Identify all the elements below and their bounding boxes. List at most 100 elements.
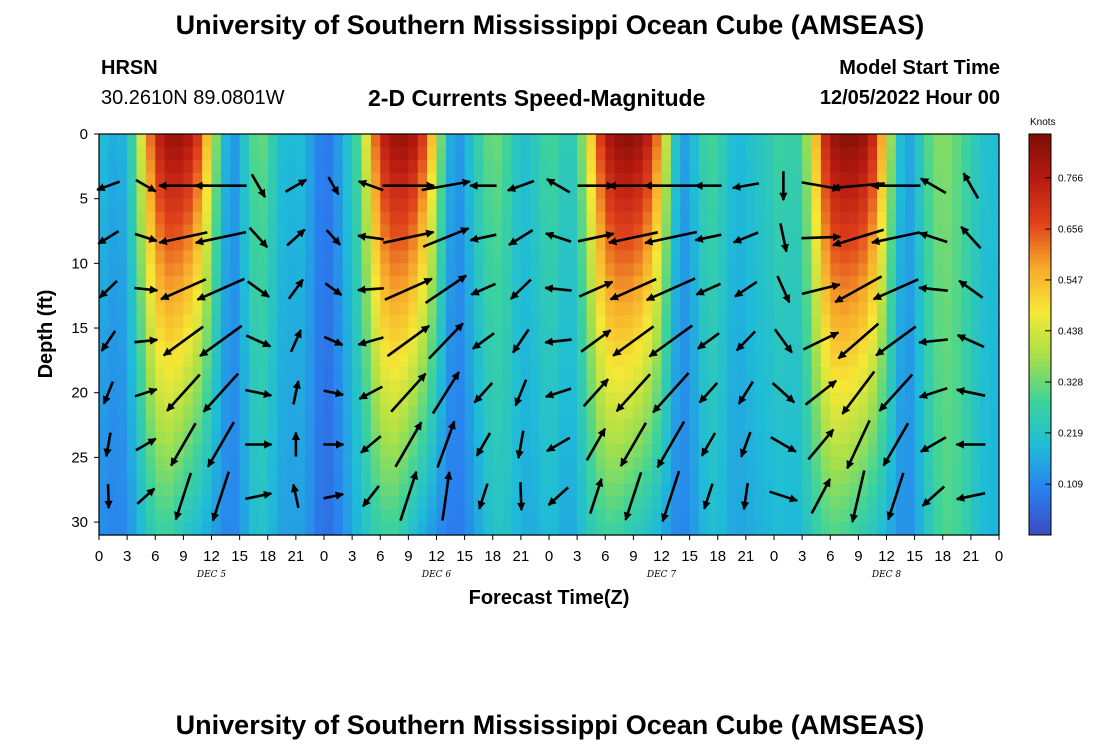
heatmap-cell xyxy=(286,134,297,148)
heatmap-cell xyxy=(745,392,756,407)
heatmap-cell xyxy=(370,289,381,303)
heatmap-cell xyxy=(924,224,934,239)
heatmap-cell xyxy=(839,444,850,458)
heatmap-cell xyxy=(708,289,719,303)
heatmap-cell xyxy=(408,159,419,174)
heatmap-cell xyxy=(361,250,372,264)
heatmap-cell xyxy=(530,198,541,213)
heatmap-cell xyxy=(980,134,991,148)
heatmap-cell xyxy=(267,353,278,368)
heatmap-cell xyxy=(511,366,522,381)
current-arrow xyxy=(290,483,300,509)
heatmap-cell xyxy=(370,444,381,458)
heatmap-cell xyxy=(295,211,306,226)
x-tick-label: 3 xyxy=(348,548,356,565)
heatmap-cell xyxy=(783,315,794,329)
heatmap-cell xyxy=(811,237,822,252)
heatmap-cell xyxy=(830,172,841,187)
heatmap-cell xyxy=(530,289,541,303)
heatmap-cell xyxy=(155,315,166,329)
heatmap-cell xyxy=(905,366,916,381)
heatmap-cell xyxy=(792,470,803,484)
heatmap-cell xyxy=(820,483,831,497)
heatmap-cell xyxy=(333,250,344,264)
heatmap-cell xyxy=(455,457,466,471)
heatmap-cell xyxy=(389,224,400,239)
heatmap-cell xyxy=(633,224,644,239)
heatmap-cell xyxy=(108,483,119,497)
heatmap-cell xyxy=(774,392,784,407)
heatmap-cell xyxy=(867,224,878,239)
heatmap-cell xyxy=(202,340,213,355)
heatmap-cell xyxy=(136,224,147,239)
heatmap-cell xyxy=(614,328,625,342)
heatmap-cell xyxy=(295,159,306,174)
current-arrow xyxy=(841,370,876,415)
heatmap-cell xyxy=(108,237,119,252)
heatmap-cell xyxy=(117,172,128,187)
heatmap-cell xyxy=(849,340,859,355)
heatmap-cell xyxy=(952,198,963,213)
heatmap-cell xyxy=(427,185,438,200)
heatmap-cell xyxy=(164,405,175,420)
heatmap-cell xyxy=(277,263,288,277)
heatmap-cell xyxy=(277,340,288,355)
heatmap-cell xyxy=(258,431,269,446)
heatmap-cell xyxy=(717,198,728,213)
heatmap-cell xyxy=(567,315,578,329)
heatmap-cell xyxy=(202,185,213,200)
heatmap-cell xyxy=(802,302,813,316)
heatmap-cell xyxy=(436,250,447,264)
heatmap-cell xyxy=(352,185,363,200)
heatmap-cell xyxy=(464,289,475,303)
y-axis-label: Depth (ft) xyxy=(35,290,57,379)
heatmap-cell xyxy=(220,159,231,174)
heatmap-cell xyxy=(680,470,691,484)
heatmap-cell xyxy=(436,522,447,536)
heatmap-cell xyxy=(427,198,438,213)
heatmap-cell xyxy=(530,302,541,316)
heatmap-cell xyxy=(989,263,1000,277)
heatmap-cell xyxy=(633,263,644,277)
heatmap-cell xyxy=(174,289,184,303)
heatmap-cell xyxy=(745,185,756,200)
heatmap-cell xyxy=(867,134,878,148)
heatmap-cell xyxy=(258,340,269,355)
heatmap-cell xyxy=(595,483,606,497)
heatmap-cell xyxy=(942,134,953,148)
current-arrow xyxy=(394,421,423,468)
heatmap-cell xyxy=(811,457,822,471)
heatmap-cell xyxy=(792,224,803,239)
current-arrow xyxy=(289,329,302,353)
heatmap-cell xyxy=(970,289,981,303)
heatmap-cell xyxy=(324,315,334,329)
heatmap-cell xyxy=(277,418,288,433)
heatmap-cell xyxy=(445,522,456,536)
heatmap-cell xyxy=(558,496,569,510)
heatmap-cell xyxy=(708,392,719,407)
heatmap-cell xyxy=(924,457,934,471)
heatmap-cell xyxy=(230,328,241,342)
heatmap-cell xyxy=(277,250,288,264)
heatmap-cell xyxy=(333,431,344,446)
heatmap-cell xyxy=(492,224,503,239)
heatmap-cell xyxy=(595,340,606,355)
heatmap-cell xyxy=(708,185,719,200)
heatmap-cell xyxy=(474,211,484,226)
heatmap-cell xyxy=(952,418,963,433)
heatmap-cell xyxy=(389,302,400,316)
heatmap-cell xyxy=(614,237,625,252)
heatmap-cell xyxy=(642,315,653,329)
heatmap-cell xyxy=(127,444,138,458)
heatmap-cell xyxy=(567,237,578,252)
heatmap-cell xyxy=(277,211,288,226)
heatmap-cell xyxy=(942,353,953,368)
heatmap-cell xyxy=(792,172,803,187)
heatmap-cell xyxy=(820,392,831,407)
current-arrow xyxy=(96,180,121,192)
heatmap-cell xyxy=(333,483,344,497)
heatmap-cell xyxy=(858,366,869,381)
current-arrow xyxy=(134,336,159,345)
heatmap-cell xyxy=(914,431,925,446)
heatmap-cell xyxy=(342,263,353,277)
